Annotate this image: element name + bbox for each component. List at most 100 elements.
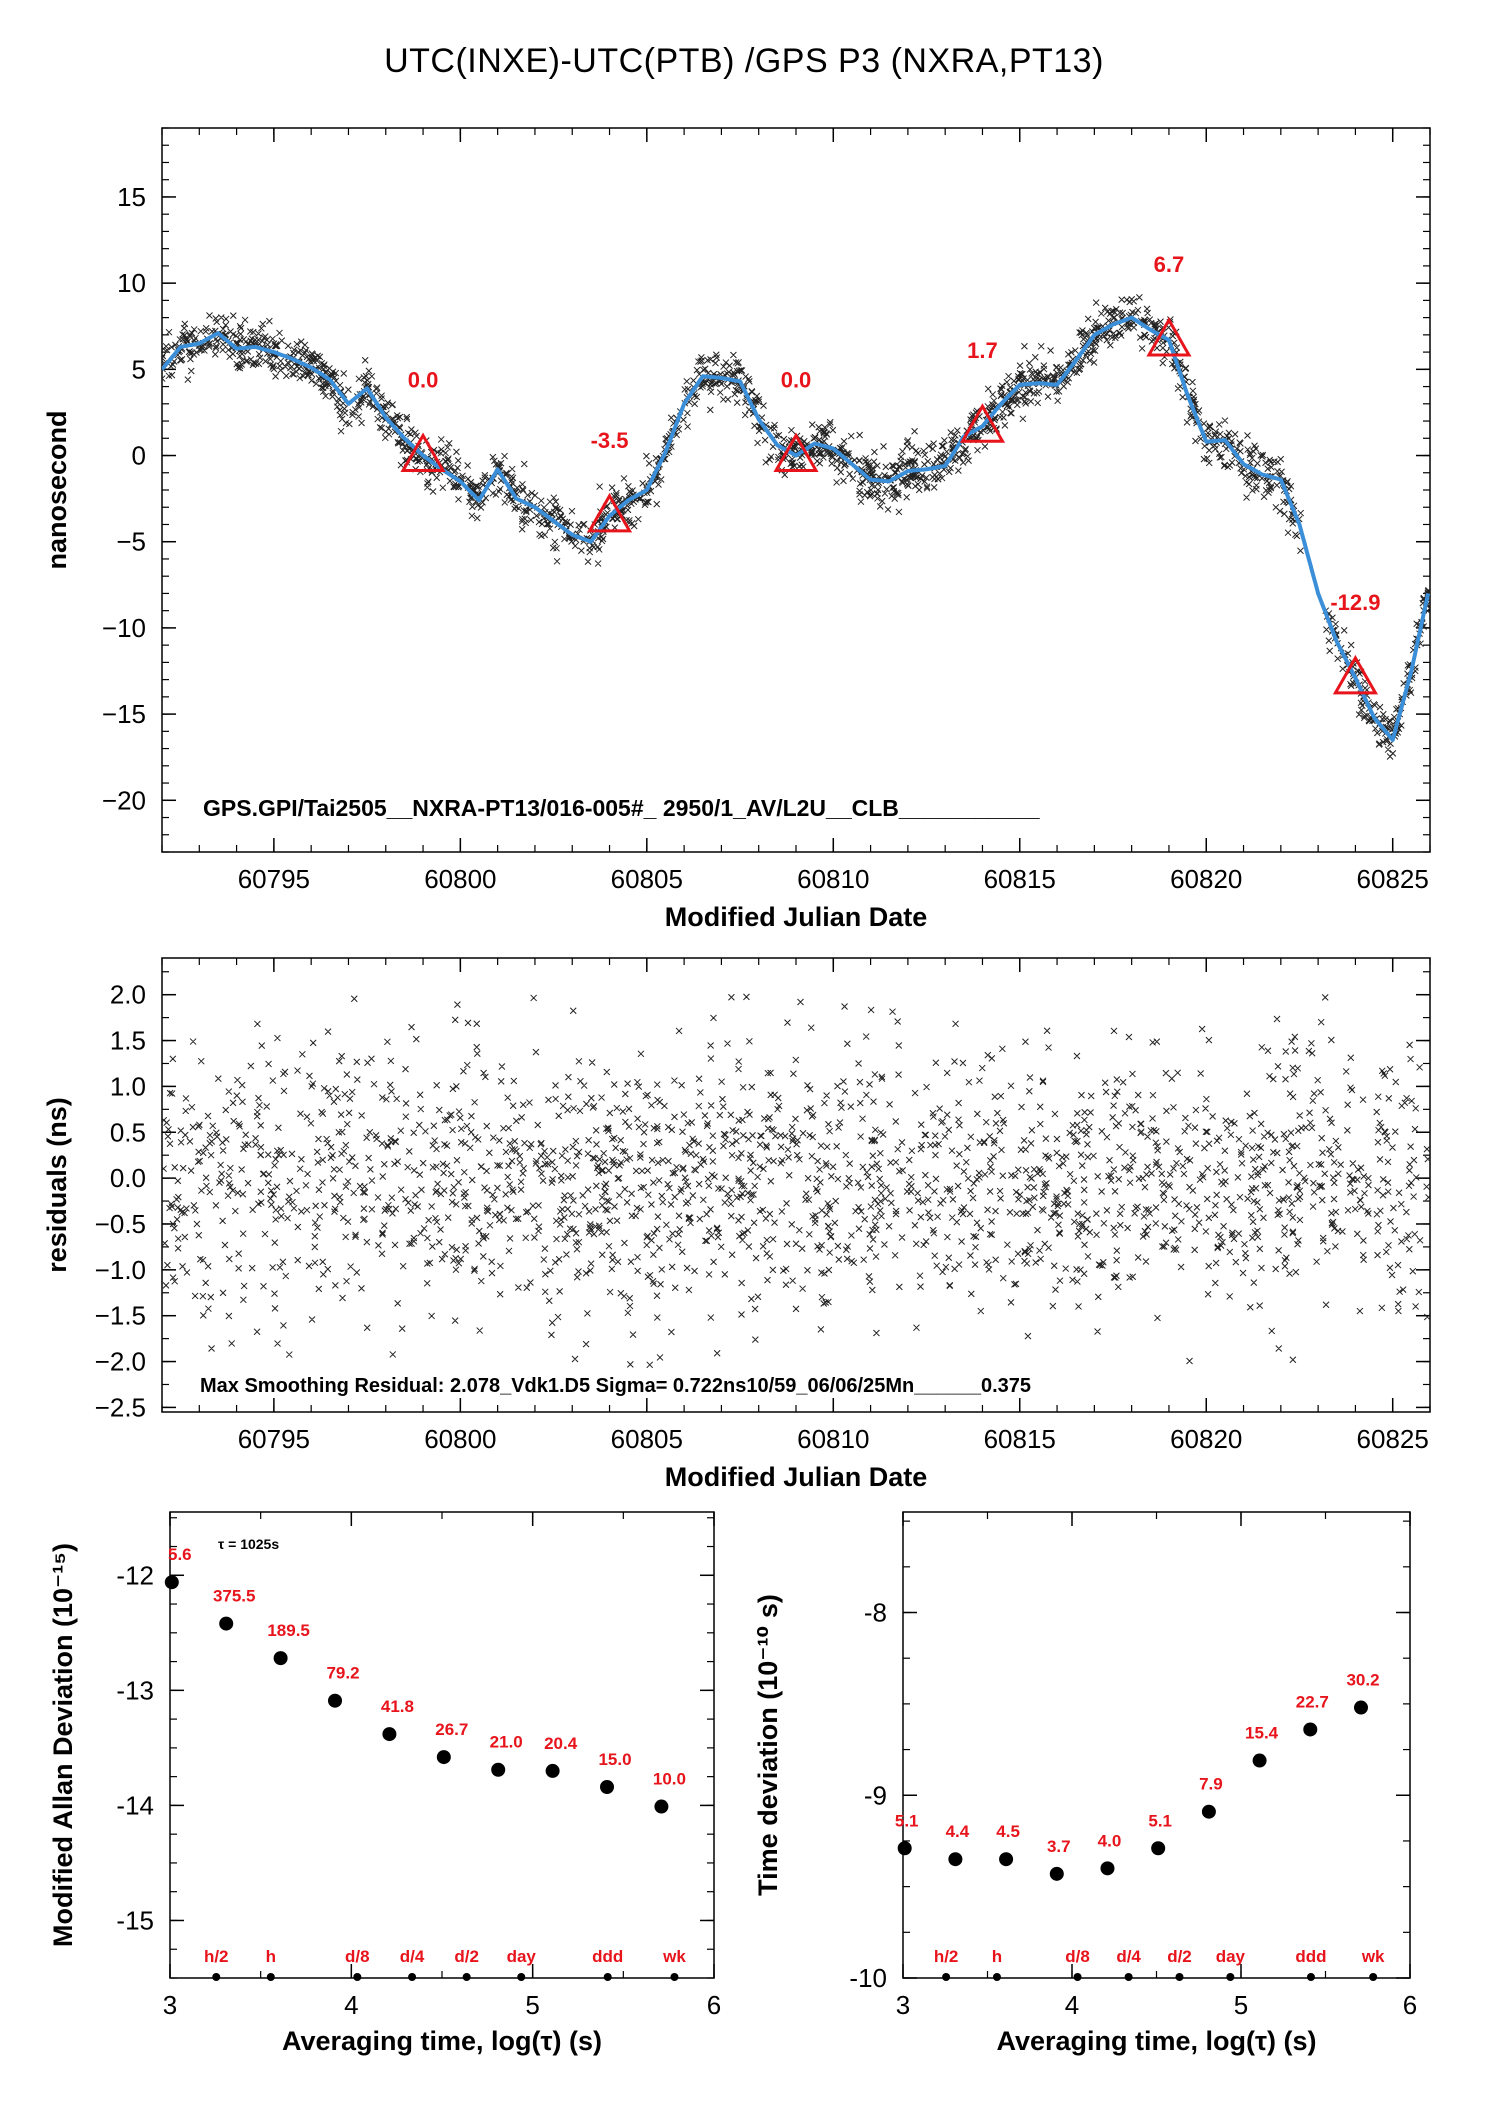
- data-point-label: 5.6: [168, 1545, 192, 1564]
- marker-label: 1.7: [967, 338, 998, 363]
- data-point-label: 79.2: [326, 1664, 359, 1683]
- marker-triangle: [959, 403, 1006, 443]
- marker-label: 0.0: [408, 368, 439, 393]
- y-tick-label: 2.0: [110, 980, 146, 1010]
- data-point-label: 5.1: [1148, 1811, 1172, 1830]
- time-mark-dot: [1369, 1973, 1378, 1981]
- time-mark-label: h: [266, 1947, 276, 1966]
- residuals-plot: 60795 60800 60805 60810 60815 60820 60825 2.0 1.…: [42, 957, 1431, 1492]
- time-mark-label: d/2: [454, 1947, 479, 1966]
- time-mark-label: h/2: [934, 1947, 959, 1966]
- y-tick-label: 1.5: [110, 1026, 146, 1056]
- x-tick-label: 60795: [238, 1424, 310, 1454]
- data-point-label: 7.9: [1199, 1775, 1223, 1794]
- data-point-label: 15.0: [598, 1750, 631, 1769]
- x-tick-label: 3: [896, 1990, 910, 2020]
- y-tick-label: −10: [102, 613, 146, 643]
- time-mark-dot: [670, 1973, 679, 1981]
- x-tick-label: 60810: [797, 864, 869, 894]
- y-tick-label: -15: [116, 1905, 154, 1935]
- tau-note: τ = 1025s: [218, 1536, 279, 1552]
- x-tick-label: 60800: [424, 864, 496, 894]
- time-mark-dot: [1073, 1973, 1082, 1981]
- y-tick-label: -14: [116, 1790, 154, 1820]
- x-axis-label: Averaging time, log(τ) (s): [282, 2026, 602, 2056]
- y-tick-label: 5: [132, 354, 146, 384]
- marker-triangle: [1332, 654, 1378, 695]
- x-tick-label: 60795: [238, 864, 310, 894]
- x-tick-label: 5: [525, 1990, 539, 2020]
- time-mark-dot: [942, 1973, 951, 1981]
- time-mark-label: wk: [662, 1947, 686, 1966]
- data-point: [600, 1779, 615, 1794]
- time-mark-label: ddd: [592, 1947, 623, 1966]
- time-mark-label: d/8: [1065, 1947, 1090, 1966]
- y-tick-label: 0.5: [110, 1117, 146, 1147]
- x-tick-label: 60825: [1357, 1424, 1429, 1454]
- x-tick-label: 6: [707, 1990, 721, 2020]
- marker-triangle: [1146, 317, 1192, 357]
- y-tick-label: −1.5: [95, 1301, 146, 1331]
- modified-allan-deviation-plot: 3 4 5 6 -12 -13 -14 -15 Averaging time, log(τ) (…: [48, 1511, 721, 2056]
- time-mark-dot: [1124, 1973, 1133, 1981]
- data-point-label: 21.0: [490, 1733, 523, 1752]
- plot-annotation: GPS.GPI/Tai2505__NXRA-PT13/016-005#_ 295…: [203, 795, 1040, 821]
- plot-frame: [169, 1511, 715, 1979]
- y-tick-label: -9: [864, 1780, 887, 1810]
- y-tick-label: 15: [117, 182, 146, 212]
- y-axis-label: nanosecond: [42, 410, 72, 569]
- y-tick-label: -12: [116, 1560, 154, 1590]
- data-point-label: 30.2: [1346, 1671, 1379, 1690]
- time-mark-dot: [603, 1973, 612, 1981]
- data-point-label: 15.4: [1245, 1724, 1279, 1743]
- data-point-label: 4.4: [946, 1822, 970, 1841]
- x-tick-label: 60805: [611, 864, 683, 894]
- y-tick-label: -10: [849, 1963, 887, 1993]
- marker-label: 0.0: [781, 368, 812, 393]
- marker-triangle: [773, 432, 819, 473]
- time-mark-label: day: [1216, 1947, 1246, 1966]
- y-tick-label: 0.0: [110, 1163, 146, 1193]
- y-tick-label: 0: [132, 441, 146, 471]
- marker-label: 6.7: [1154, 252, 1185, 277]
- data-area: [162, 993, 1430, 1369]
- marker-triangle: [400, 432, 446, 473]
- time-mark-label: d/8: [345, 1947, 370, 1966]
- marker-label: -3.5: [591, 428, 629, 453]
- time-mark-dot: [1306, 1973, 1315, 1981]
- residual-point-cloud: [162, 993, 1430, 1369]
- time-mark-label: day: [507, 1947, 537, 1966]
- data-point-label: 20.4: [544, 1734, 578, 1753]
- x-tick-label: 60825: [1357, 864, 1429, 894]
- data-point: [1151, 1841, 1166, 1856]
- time-mark-label: d/2: [1167, 1947, 1192, 1966]
- data-point-label: 189.5: [267, 1621, 310, 1640]
- time-mark-label: d/4: [400, 1947, 425, 1966]
- x-tick-label: 60820: [1170, 1424, 1242, 1454]
- x-tick-label: 5: [1234, 1990, 1248, 2020]
- x-tick-label: 3: [163, 1990, 177, 2020]
- data-point: [1201, 1804, 1216, 1819]
- time-mark-dot: [992, 1973, 1001, 1981]
- x-tick-label: 60815: [984, 1424, 1056, 1454]
- time-deviation-plot: 3 4 5 6 -8 -9 -10 Averaging time, log(τ) (s) Tim…: [753, 1511, 1417, 2056]
- data-point: [491, 1762, 506, 1777]
- time-mark-dot: [517, 1973, 526, 1981]
- smooth-curve: [162, 315, 1430, 742]
- data-point: [1252, 1753, 1267, 1768]
- y-tick-label: −1.0: [95, 1255, 146, 1285]
- y-tick-label: −2.5: [95, 1392, 146, 1422]
- data-point: [436, 1750, 451, 1765]
- page-title: UTC(INXE)-UTC(PTB) /GPS P3 (NXRA,PT13): [384, 42, 1104, 80]
- data-point: [1303, 1722, 1318, 1737]
- data-point: [382, 1727, 397, 1742]
- data-point-label: 4.5: [996, 1822, 1020, 1841]
- time-mark-dot: [353, 1973, 362, 1981]
- data-area: [162, 294, 1430, 760]
- plot-frame: [161, 957, 1431, 1413]
- data-point-label: 375.5: [213, 1587, 256, 1606]
- time-mark-dot: [408, 1973, 417, 1981]
- data-point: [948, 1852, 963, 1867]
